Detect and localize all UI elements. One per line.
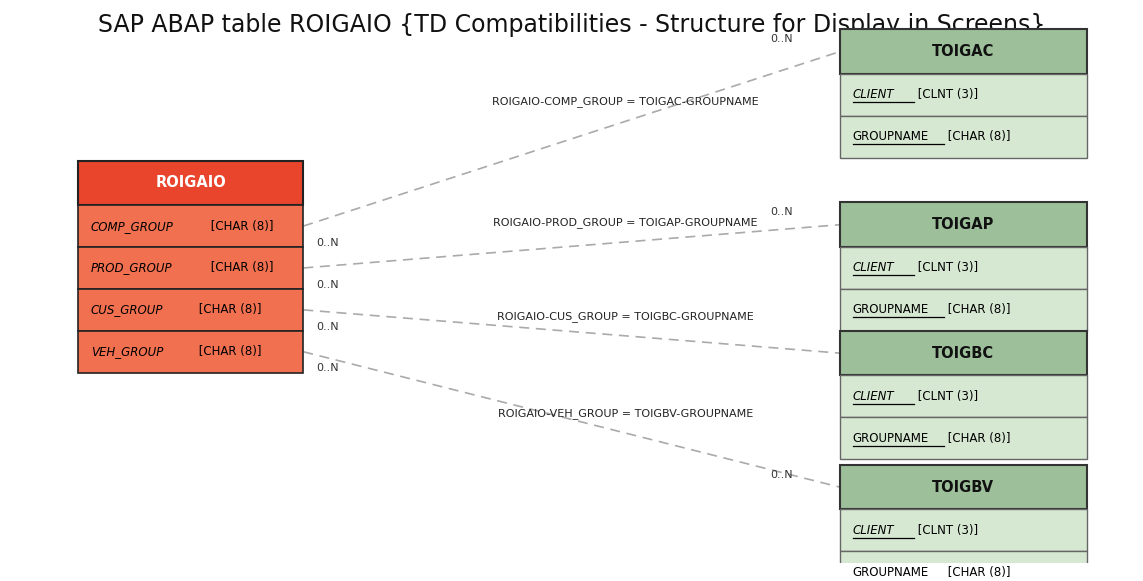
Text: ROIGAIO: ROIGAIO (155, 175, 226, 191)
Text: [CHAR (8)]: [CHAR (8)] (944, 566, 1010, 579)
Text: ROIGAIO-VEH_GROUP = TOIGBV-GROUPNAME: ROIGAIO-VEH_GROUP = TOIGBV-GROUPNAME (497, 408, 753, 419)
Text: [CHAR (8)]: [CHAR (8)] (944, 303, 1010, 317)
Text: ROIGAIO-PROD_GROUP = TOIGAP-GROUPNAME: ROIGAIO-PROD_GROUP = TOIGAP-GROUPNAME (493, 217, 758, 228)
Bar (78, 289, 303, 331)
Text: 0..N: 0..N (770, 34, 792, 44)
Bar (78, 247, 303, 289)
Text: [CHAR (8)]: [CHAR (8)] (944, 130, 1010, 144)
Text: COMP_GROUP: COMP_GROUP (90, 220, 174, 232)
Text: 0..N: 0..N (770, 470, 792, 480)
Text: TOIGBC: TOIGBC (932, 346, 994, 361)
Text: PROD_GROUP: PROD_GROUP (90, 261, 173, 274)
Text: CLIENT: CLIENT (853, 524, 894, 537)
Text: [CHAR (8)]: [CHAR (8)] (195, 345, 262, 358)
Text: GROUPNAME: GROUPNAME (853, 432, 929, 445)
Bar (840, 247, 1087, 289)
Text: GROUPNAME: GROUPNAME (853, 130, 929, 144)
Bar (78, 331, 303, 372)
Text: GROUPNAME: GROUPNAME (853, 303, 929, 317)
Text: CLIENT: CLIENT (853, 261, 894, 274)
Text: 0..N: 0..N (317, 364, 338, 374)
Text: ROIGAIO-COMP_GROUP = TOIGAC-GROUPNAME: ROIGAIO-COMP_GROUP = TOIGAC-GROUPNAME (491, 96, 759, 107)
Text: ROIGAIO-CUS_GROUP = TOIGBC-GROUPNAME: ROIGAIO-CUS_GROUP = TOIGBC-GROUPNAME (497, 311, 753, 322)
Bar (840, 29, 1087, 74)
Text: CLIENT: CLIENT (853, 88, 894, 102)
Bar (840, 465, 1087, 510)
Text: TOIGBV: TOIGBV (932, 480, 994, 494)
Bar (840, 289, 1087, 331)
Bar (840, 116, 1087, 157)
Text: [CHAR (8)]: [CHAR (8)] (195, 303, 262, 317)
Bar (840, 551, 1087, 581)
Bar (78, 205, 303, 247)
Text: [CHAR (8)]: [CHAR (8)] (944, 432, 1010, 445)
Text: [CLNT (3)]: [CLNT (3)] (913, 88, 978, 102)
Text: 0..N: 0..N (317, 322, 338, 332)
Text: SAP ABAP table ROIGAIO {TD Compatibilities - Structure for Display in Screens}: SAP ABAP table ROIGAIO {TD Compatibiliti… (98, 13, 1045, 37)
Text: [CHAR (8)]: [CHAR (8)] (207, 220, 273, 232)
Bar (840, 202, 1087, 247)
Text: 0..N: 0..N (317, 279, 338, 290)
Bar (840, 74, 1087, 116)
Bar (840, 375, 1087, 417)
Text: [CHAR (8)]: [CHAR (8)] (207, 261, 273, 274)
Bar (840, 331, 1087, 375)
Text: [CLNT (3)]: [CLNT (3)] (913, 390, 978, 403)
Bar (840, 510, 1087, 551)
Text: VEH_GROUP: VEH_GROUP (90, 345, 163, 358)
Text: TOIGAC: TOIGAC (932, 44, 994, 59)
Bar (78, 160, 303, 205)
Text: 0..N: 0..N (317, 238, 338, 248)
Bar (840, 417, 1087, 459)
Text: 0..N: 0..N (770, 207, 792, 217)
Text: [CLNT (3)]: [CLNT (3)] (913, 524, 978, 537)
Text: TOIGAP: TOIGAP (932, 217, 994, 232)
Text: GROUPNAME: GROUPNAME (853, 566, 929, 579)
Text: CLIENT: CLIENT (853, 390, 894, 403)
Text: [CLNT (3)]: [CLNT (3)] (913, 261, 978, 274)
Text: CUS_GROUP: CUS_GROUP (90, 303, 163, 317)
